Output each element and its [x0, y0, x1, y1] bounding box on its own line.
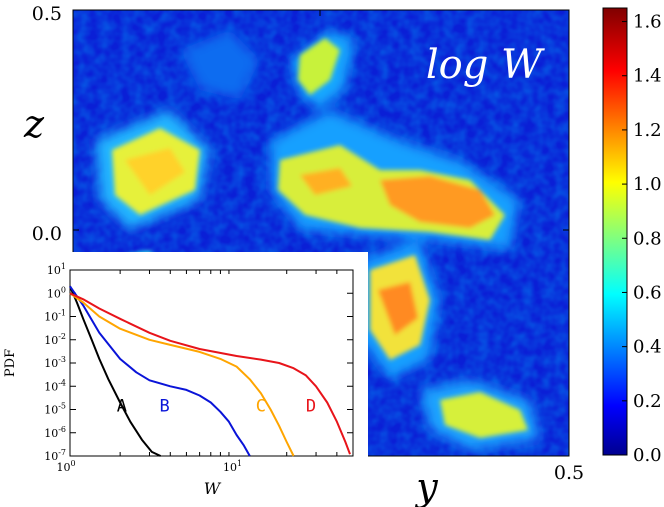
- colorbar-gradient: [602, 7, 628, 456]
- z-tick-label: 0.0: [32, 223, 62, 245]
- inset-plot-area: [69, 269, 354, 457]
- pdf-curve-d: [69, 292, 351, 455]
- pdf-curve-a: [69, 285, 162, 457]
- z-axis-label: z: [23, 102, 45, 146]
- main-axis-tick-labels: 0.5 0.0 0.5: [32, 3, 584, 484]
- colorbar: 0.0 0.2 0.4 0.6 0.8 1.0 1.2 1.4 1.6: [602, 7, 662, 466]
- colorbar-tick-label: 0.6: [633, 282, 662, 303]
- log-w-overlay-label: log W: [426, 42, 545, 88]
- colorbar-tick-label: 0.8: [633, 228, 662, 249]
- curve-label-d: D: [306, 396, 316, 416]
- inset-y-axis-label: PDF: [3, 349, 18, 377]
- colorbar-ticks: 0.0 0.2 0.4 0.6 0.8 1.0 1.2 1.4 1.6: [622, 12, 662, 466]
- colorbar-tick-label: 1.6: [633, 12, 662, 33]
- colorbar-tick-label: 0.0: [633, 445, 662, 466]
- pdf-curve-c: [69, 292, 295, 457]
- colorbar-tick-label: 0.2: [633, 391, 662, 412]
- curve-label-b: B: [160, 396, 170, 416]
- curve-label-a: A: [117, 396, 127, 416]
- y-tick-label: 0.5: [554, 462, 584, 484]
- inset-curve-labels: A B C D: [117, 396, 316, 416]
- y-axis-label: y: [414, 465, 438, 507]
- inset-curves: [69, 285, 351, 457]
- z-tick-label: 0.5: [32, 3, 62, 25]
- curve-label-c: C: [256, 396, 266, 416]
- inset-x-axis-label: W: [204, 479, 222, 498]
- colorbar-tick-label: 1.0: [633, 174, 662, 195]
- colorbar-tick-label: 0.4: [633, 337, 662, 358]
- colorbar-tick-label: 1.4: [633, 66, 662, 87]
- heatmap-panel: [73, 10, 569, 456]
- colorbar-tick-label: 1.2: [633, 120, 662, 141]
- pdf-curve-b: [69, 285, 251, 457]
